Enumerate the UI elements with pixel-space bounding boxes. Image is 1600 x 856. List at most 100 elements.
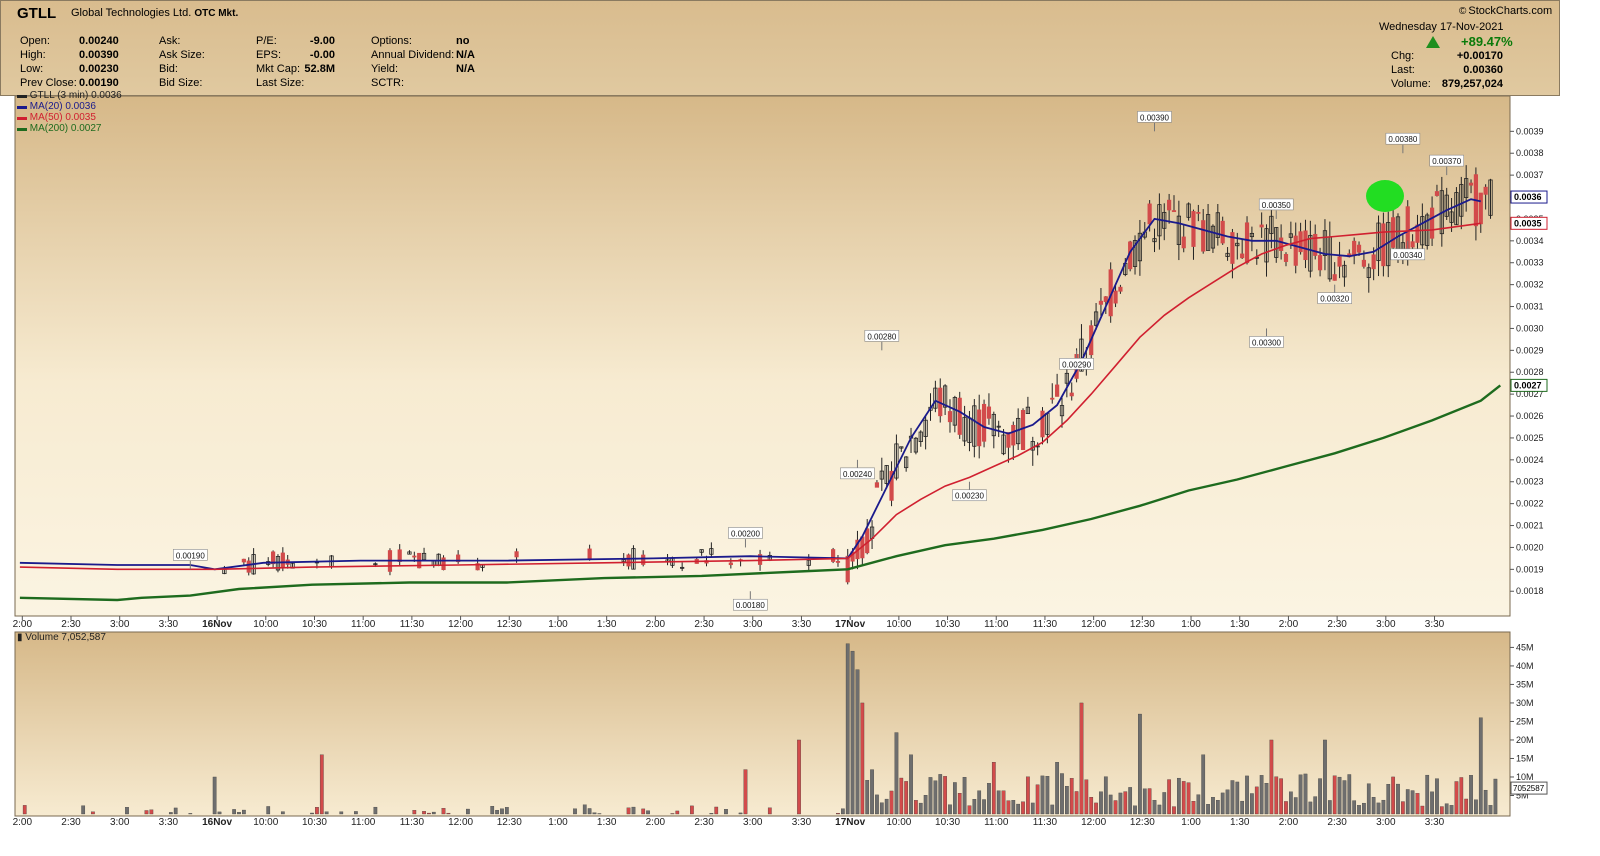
volume-bar <box>797 740 800 814</box>
volume-bar <box>1450 805 1453 814</box>
price-bar-body <box>413 556 416 557</box>
volume-bar <box>466 809 469 814</box>
volume-time-label: 10:00 <box>253 817 278 828</box>
quotes-label: High: <box>20 49 46 61</box>
volume-bar <box>1060 774 1063 814</box>
volume-time-label: 11:30 <box>1033 817 1058 828</box>
time-label: 3:00 <box>743 619 763 630</box>
volume-bar <box>1343 781 1346 814</box>
volume-bar <box>690 806 693 814</box>
volume-bar <box>1455 781 1458 814</box>
volume-bar <box>573 809 576 814</box>
volume-bar <box>846 644 849 814</box>
volume-bar <box>948 805 951 814</box>
volume-bar <box>189 813 192 814</box>
time-label: 3:00 <box>1376 619 1396 630</box>
annotation-label: 0.00190 <box>176 551 205 560</box>
volume-bar <box>856 670 859 814</box>
volume-bar <box>1036 785 1039 814</box>
annotation-label: 0.00180 <box>736 601 765 610</box>
volume-bar <box>939 774 942 814</box>
volume-bar <box>715 807 718 814</box>
price-bar-body <box>1240 254 1243 258</box>
volume-bar <box>1279 779 1282 814</box>
volume-bar <box>744 770 747 814</box>
volume-time-label: 1:00 <box>1181 817 1201 828</box>
price-bar-body <box>1099 301 1102 304</box>
volume-time-label: 2:30 <box>694 817 714 828</box>
time-label: 12:00 <box>1081 619 1106 630</box>
ask-label: Bid: <box>159 63 178 75</box>
fundamentals-label: Mkt Cap: <box>256 63 300 75</box>
volume-bar <box>1226 790 1229 814</box>
volume-bar <box>861 703 864 814</box>
volume-time-label: 11:00 <box>984 817 1009 828</box>
price-bar-body <box>588 549 591 558</box>
annotation-label: 0.00390 <box>1140 113 1169 122</box>
volume-bar <box>1046 776 1049 814</box>
last-label: Last: <box>1391 64 1415 76</box>
volume-bar <box>1124 792 1127 814</box>
volume-time-label: 10:00 <box>886 817 911 828</box>
volume-tick-label: 35M <box>1516 679 1534 689</box>
volume-bar <box>1401 802 1404 814</box>
change-percent: +89.47% <box>1461 34 1513 49</box>
volume-time-label: 3:30 <box>1425 817 1445 828</box>
volume-time-label: 3:00 <box>110 817 130 828</box>
price-bar-body <box>247 561 250 572</box>
volume-bar <box>1231 780 1234 814</box>
volume-bar <box>710 813 713 814</box>
volume-bar <box>422 811 425 814</box>
volume-bar <box>1002 791 1005 814</box>
volume-time-label: 1:30 <box>597 817 617 828</box>
fundamentals-value: 52.8M <box>301 63 335 75</box>
price-bar-body <box>1338 257 1341 266</box>
time-label: 11:30 <box>400 619 425 630</box>
time-label: 2:30 <box>61 619 81 630</box>
volume-time-label: 16Nov <box>202 817 232 828</box>
volume-bar <box>320 755 323 814</box>
quotes-value: 0.00230 <box>79 63 119 75</box>
volume-bar <box>1221 793 1224 814</box>
legend-main: ▬ GTLL (3 min) 0.0036 <box>17 90 122 101</box>
volume-bar <box>895 733 898 814</box>
volume-bar <box>627 808 630 814</box>
price-tick-label: 0.0034 <box>1516 236 1544 246</box>
volume-time-label: 3:00 <box>1376 817 1396 828</box>
price-bar-body <box>515 552 518 557</box>
volume-bar <box>1474 800 1477 814</box>
volume-bar <box>1016 804 1019 814</box>
volume-tick-label: 15M <box>1516 753 1534 763</box>
volume-tick-label: 20M <box>1516 735 1534 745</box>
options-value: no <box>456 35 469 47</box>
volume-bar <box>865 780 868 814</box>
volume-bar <box>1192 801 1195 814</box>
price-bar-body <box>987 407 990 418</box>
volume-tag-label: 7052587 <box>1513 784 1545 793</box>
volume-time-label: 12:00 <box>448 817 473 828</box>
time-label: 3:00 <box>110 619 130 630</box>
volume-bar <box>145 810 148 814</box>
annotation-label: 0.00200 <box>731 529 760 538</box>
volume-bar <box>1216 800 1219 814</box>
volume-bar <box>963 777 966 814</box>
volume-bar <box>1075 791 1078 814</box>
volume-bar <box>374 807 377 814</box>
options-label: Options: <box>371 35 412 47</box>
price-tick-label: 0.0038 <box>1516 148 1544 158</box>
price-bar-body <box>1167 200 1170 210</box>
volume-tick-label: 45M <box>1516 642 1534 652</box>
price-bar-body <box>1012 425 1015 445</box>
volume-bar <box>987 783 990 814</box>
volume-bar <box>1406 789 1409 814</box>
price-bar-body <box>1245 223 1248 263</box>
volume-bar <box>593 813 596 814</box>
time-label: 10:00 <box>253 619 278 630</box>
volume-bar <box>768 808 771 814</box>
volume-bar <box>1119 793 1122 814</box>
time-label: 12:00 <box>448 619 473 630</box>
volume-bar <box>1289 792 1292 814</box>
volume-time-label: 12:30 <box>497 817 522 828</box>
price-tick-label: 0.0037 <box>1516 170 1544 180</box>
price-bar-body <box>242 559 245 562</box>
